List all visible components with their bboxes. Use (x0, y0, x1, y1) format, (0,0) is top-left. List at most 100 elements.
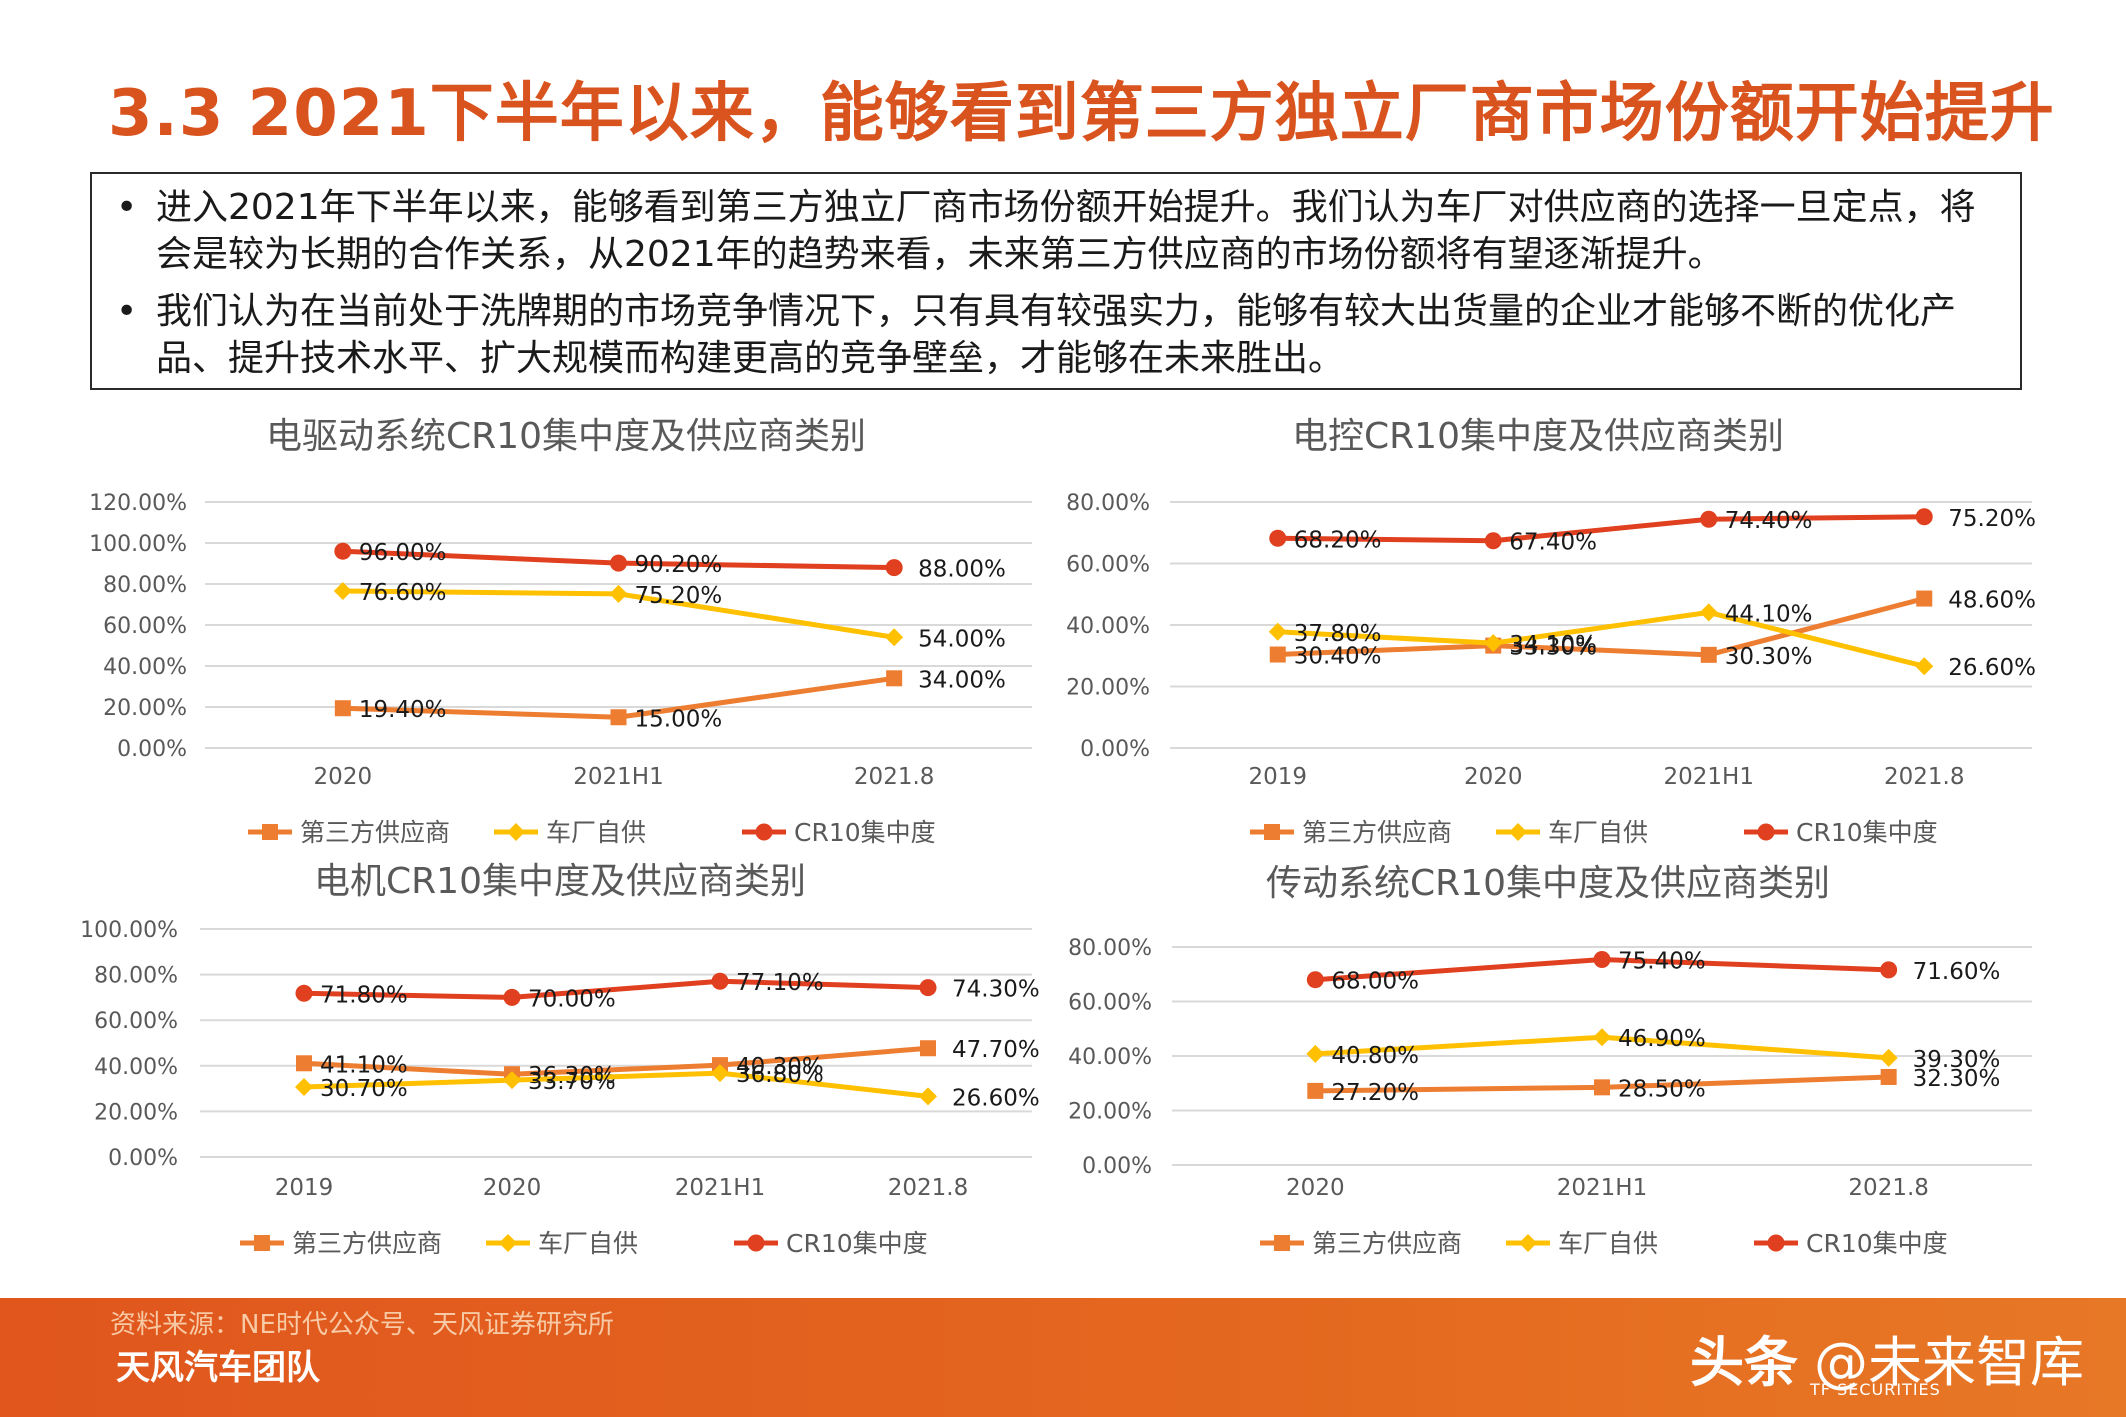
legend-label: CR10集中度 (786, 1229, 928, 1258)
chart-motor: 电机CR10集中度及供应商类别 0.00% 20.00% 40.00% 60.00% 80… (60, 855, 1070, 1285)
marker-circle (1700, 510, 1718, 528)
marker-circle (711, 972, 729, 990)
footer-band (0, 1298, 2126, 1417)
data-label: 36.80% (736, 1062, 824, 1088)
series-cr10: 68.00% 75.40% 71.60% (1306, 949, 2001, 995)
x-tick-label: 2021H1 (1557, 1175, 1647, 1201)
marker-diamond (1519, 1234, 1537, 1252)
data-label: 67.40% (1509, 530, 1597, 556)
marker-square (1916, 590, 1933, 607)
data-label: 37.80% (1294, 621, 1382, 647)
series-line (1277, 596, 1925, 658)
series-oem: 37.80% 34.10% 44.10% 26.60% (1268, 601, 2036, 681)
series-third-party: 30.40% 33.30% 30.30%48.60% (1269, 588, 2036, 670)
marker-diamond (333, 581, 352, 600)
marker-circle (503, 988, 521, 1006)
chart-transmission: 传动系统CR10集中度及供应商类别 0.00% 20.00% 40.00% 60.00%… (1060, 855, 2070, 1285)
marker-circle (1484, 532, 1502, 550)
y-tick-label: 60.00% (103, 614, 187, 639)
marker-diamond (885, 628, 904, 647)
y-tick-label: 100.00% (89, 532, 187, 557)
series-oem: 40.80% 46.90% 39.30% (1306, 1026, 2000, 1073)
legend-item-third-party: 第三方供应商 (1250, 818, 1452, 847)
x-tick-label: 2021.8 (1848, 1175, 1928, 1201)
legend-item-oem: 车厂自供 (1506, 1229, 1658, 1258)
marker-diamond (503, 1071, 521, 1090)
legend-label: CR10集中度 (1806, 1229, 1948, 1258)
footer-sub: TF SECURITIES (1810, 1380, 1941, 1399)
legend-label: 第三方供应商 (1302, 818, 1452, 847)
data-label: 75.20% (635, 583, 723, 609)
data-label: 46.90% (1618, 1026, 1706, 1052)
series-cr10: 96.00% 90.20% 88.00% (334, 540, 1006, 583)
marker-square (334, 700, 351, 717)
marker-square (1880, 1068, 1897, 1085)
bullet-dot: • (116, 187, 138, 228)
x-tick-label: 2021.8 (888, 1175, 968, 1201)
legend-label: 第三方供应商 (292, 1229, 442, 1258)
y-tick-label: 40.00% (103, 655, 187, 680)
legend-item-cr10: CR10集中度 (1744, 818, 1938, 847)
marker-circle (1757, 823, 1775, 841)
series-third-party: 19.40% 15.00% 34.00% (334, 667, 1006, 732)
marker-square (920, 1040, 936, 1057)
data-label: 75.40% (1618, 949, 1706, 975)
marker-square (886, 670, 903, 687)
chart-title: 电机CR10集中度及供应商类别 (314, 861, 806, 902)
legend-item-oem: 车厂自供 (486, 1229, 638, 1258)
y-tick-label: 120.00% (89, 491, 187, 516)
y-tick-label: 80.00% (103, 573, 187, 598)
chart-edrive-system: 电驱动系统CR10集中度及供应商类别 0.00% 20.00% 40.00% 60.00… (60, 400, 1070, 850)
bullet-text: 我们认为在当前处于洗牌期的市场竞争情况下，只有具有较强实力，能够有较大出货量的企… (156, 291, 1957, 379)
data-label: 28.50% (1618, 1076, 1706, 1102)
legend-label: 第三方供应商 (300, 818, 450, 847)
data-label: 30.70% (320, 1076, 408, 1102)
data-label: 47.70% (952, 1037, 1040, 1063)
data-label: 75.20% (1948, 506, 2036, 532)
bullet-dot: • (116, 291, 138, 332)
marker-square (1269, 646, 1286, 663)
marker-circle (919, 979, 937, 997)
x-tick-label: 2021.8 (854, 764, 934, 790)
series-line (303, 1070, 929, 1099)
marker-circle (1767, 1234, 1785, 1252)
y-tick-label: 0.00% (1082, 1154, 1152, 1179)
y-tick-label: 0.00% (1080, 737, 1150, 762)
y-tick-label: 40.00% (94, 1055, 178, 1080)
marker-square (262, 824, 278, 840)
marker-diamond (1915, 657, 1934, 676)
marker-diamond (507, 823, 525, 841)
marker-square (1700, 646, 1717, 663)
legend-item-cr10: CR10集中度 (734, 1229, 928, 1258)
data-label: 26.60% (952, 1085, 1040, 1111)
data-label: 74.40% (1725, 508, 1813, 534)
marker-diamond (1484, 634, 1503, 653)
data-label: 70.00% (528, 986, 616, 1012)
legend-label: 车厂自供 (1558, 1229, 1658, 1258)
y-tick-label: 0.00% (117, 737, 187, 762)
legend-item-third-party: 第三方供应商 (1260, 1229, 1462, 1258)
data-label: 74.30% (952, 977, 1040, 1003)
marker-square (1594, 1079, 1610, 1096)
data-label: 71.80% (320, 982, 408, 1008)
legend-label: 车厂自供 (1548, 818, 1648, 847)
x-tick-label: 2020 (314, 764, 373, 790)
data-label: 41.10% (320, 1052, 408, 1078)
data-label: 30.40% (1294, 644, 1382, 670)
y-tick-label: 60.00% (1068, 991, 1152, 1016)
series-third-party: 27.20% 28.50% 32.30% (1307, 1066, 2000, 1106)
data-label: 15.00% (635, 706, 723, 732)
data-label: 34.10% (1509, 632, 1597, 658)
footer-handle: @未来智库 (1814, 1331, 2084, 1394)
y-tick-label: 40.00% (1066, 614, 1150, 639)
marker-diamond (919, 1087, 937, 1106)
data-label: 39.30% (1913, 1047, 2001, 1073)
legend-item-cr10: CR10集中度 (742, 818, 936, 847)
marker-circle (1306, 971, 1324, 989)
data-label: 71.60% (1913, 959, 2001, 985)
y-tick-label: 40.00% (1068, 1045, 1152, 1070)
chart-svg: 电机CR10集中度及供应商类别 0.00% 20.00% 40.00% 60.00% 80… (80, 861, 1040, 1258)
y-tick-label: 60.00% (1066, 553, 1150, 578)
y-tick-label: 60.00% (94, 1009, 178, 1034)
legend-item-third-party: 第三方供应商 (248, 818, 450, 847)
